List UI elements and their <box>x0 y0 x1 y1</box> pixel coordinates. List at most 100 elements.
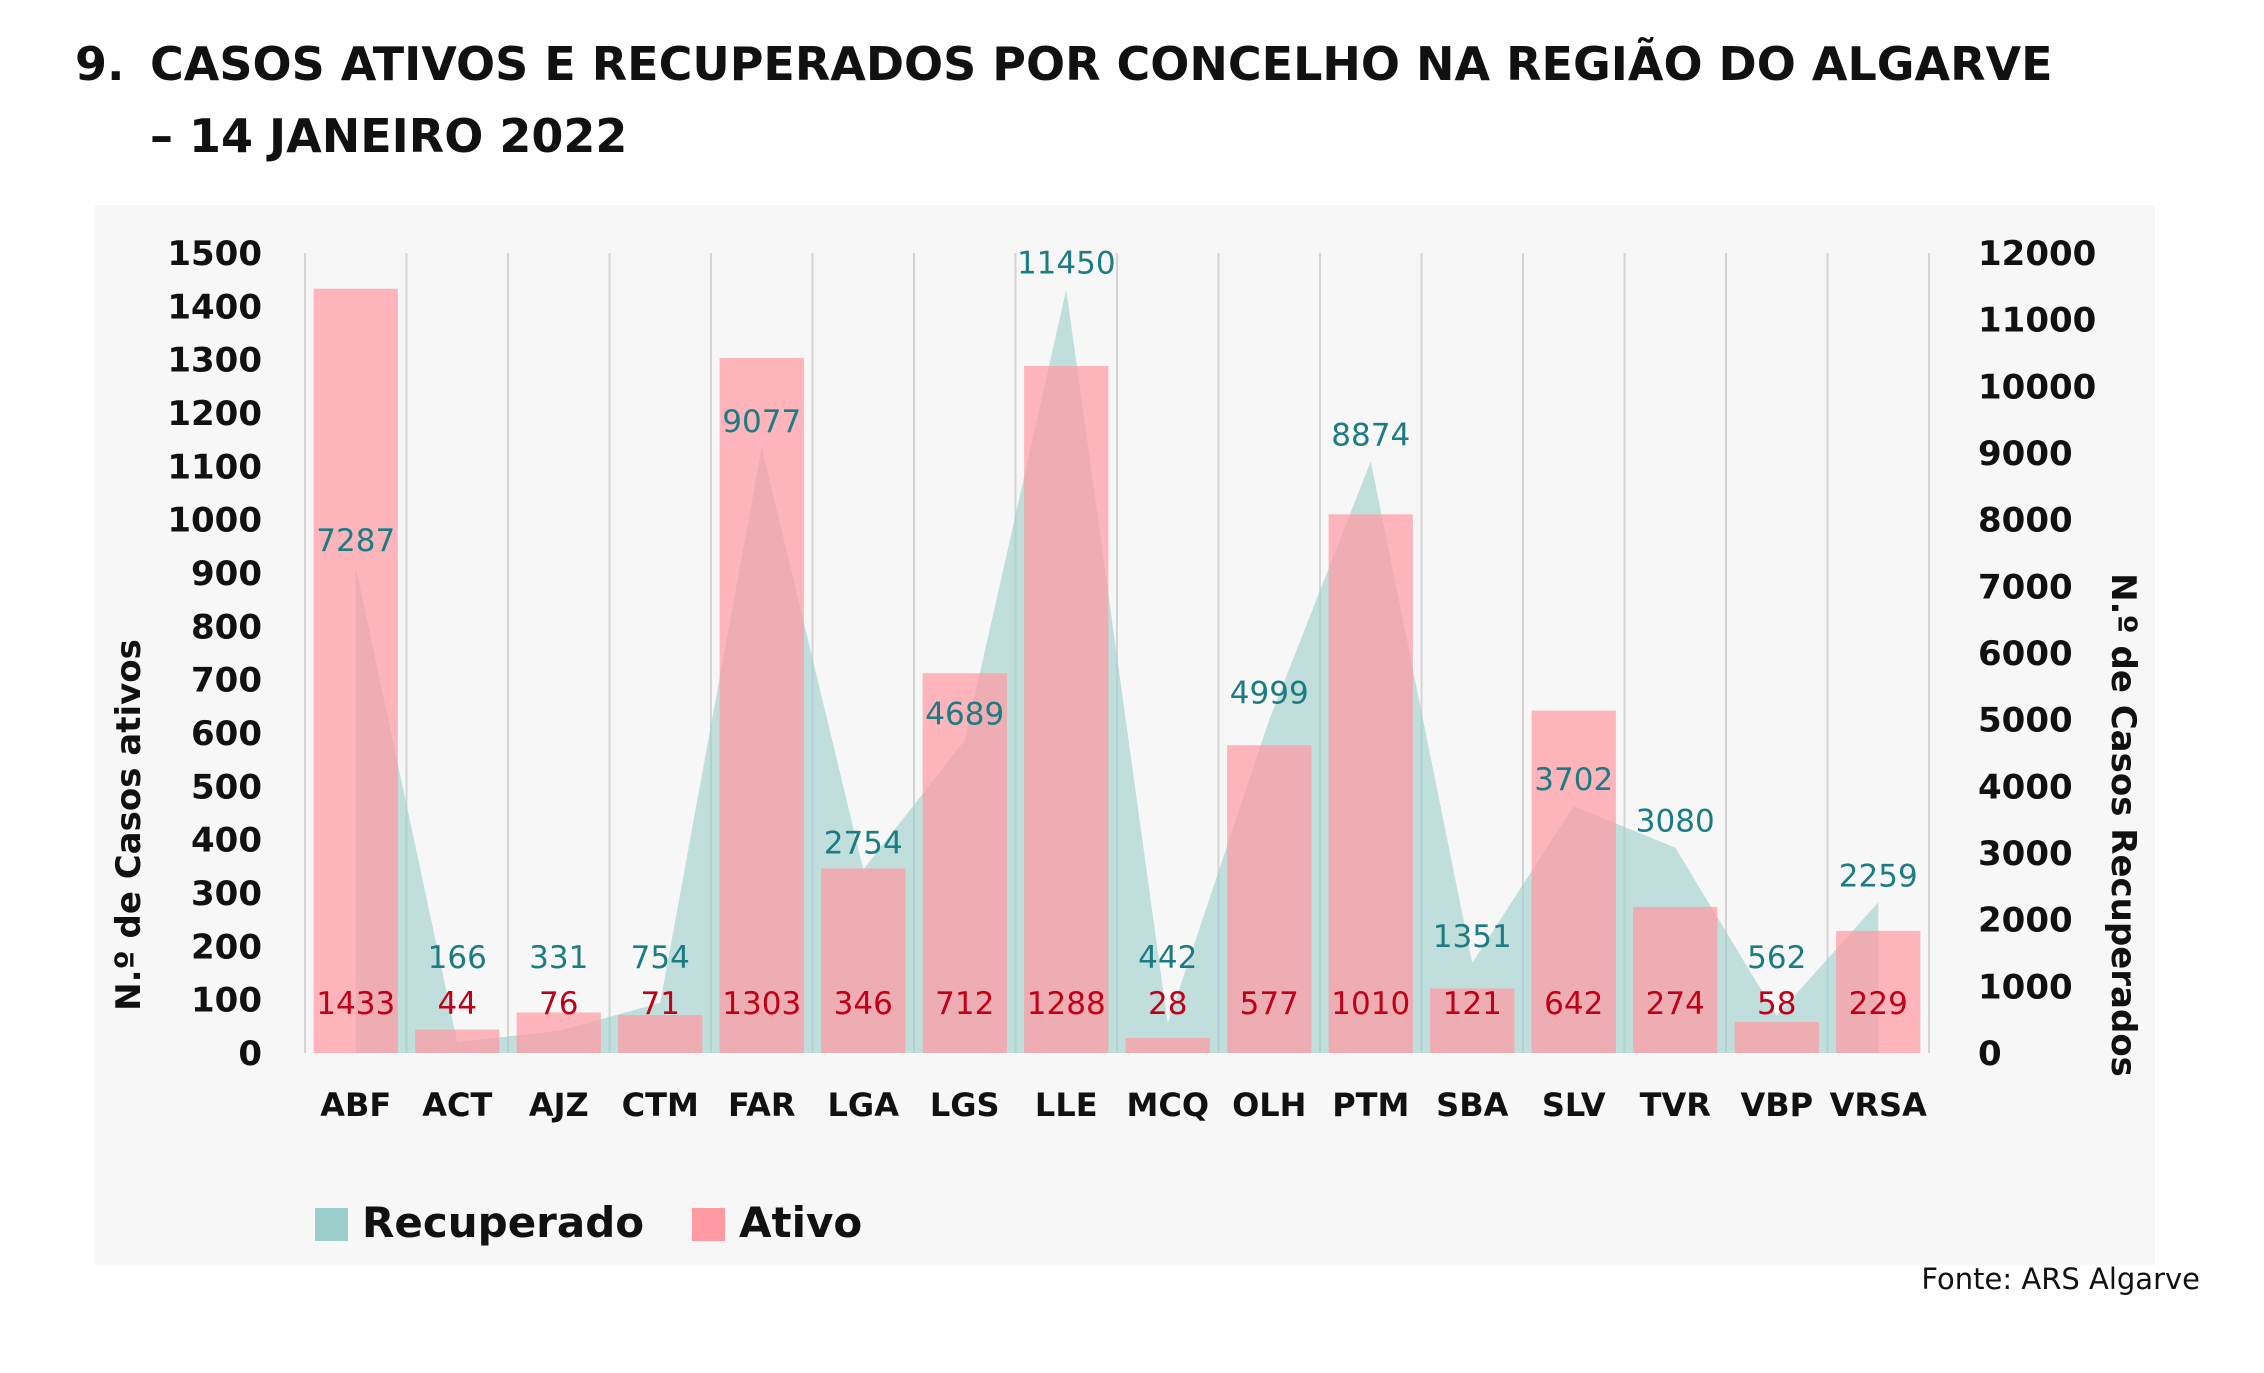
legend-swatch-recuperado <box>315 1208 348 1241</box>
source-note: Fonte: ARS Algarve <box>1921 1262 2200 1296</box>
bar-ativo-tvr <box>1633 906 1718 1053</box>
x-tick: MCQ <box>1126 1086 1209 1124</box>
y-tick-right: 12000 <box>1978 234 2096 274</box>
data-label-ativo: 121 <box>1443 986 1502 1022</box>
bar-ativo-mcq <box>1125 1038 1210 1053</box>
data-label-recuperado: 442 <box>1138 940 1197 976</box>
y-tick-right: 5000 <box>1978 701 2073 741</box>
y-tick-right: 10000 <box>1978 367 2096 407</box>
data-label-ativo: 76 <box>539 986 578 1022</box>
data-label-recuperado: 8874 <box>1331 417 1410 453</box>
y-tick-left: 1100 <box>167 447 262 487</box>
x-tick: PTM <box>1332 1086 1409 1124</box>
bar-ativo-sba <box>1430 988 1515 1053</box>
x-tick: AJZ <box>529 1086 589 1124</box>
data-label-recuperado: 11450 <box>1017 246 1116 282</box>
bar-ativo-ajz <box>516 1012 601 1053</box>
title-line-1: 9. CASOS ATIVOS E RECUPERADOS POR CONCELH… <box>75 28 2225 100</box>
y-tick-left: 500 <box>191 767 262 807</box>
bar-ativo-lle <box>1024 366 1109 1054</box>
data-label-ativo: 58 <box>1757 986 1796 1022</box>
y-tick-left: 300 <box>191 874 262 914</box>
data-label-recuperado: 1351 <box>1433 919 1512 955</box>
data-label-recuperado: 9077 <box>722 404 801 440</box>
active-bars <box>313 288 1921 1054</box>
y-tick-left: 200 <box>191 927 262 967</box>
y-tick-left: 0 <box>238 1034 262 1074</box>
data-label-recuperado: 7287 <box>316 523 395 559</box>
y-tick-left: 100 <box>191 981 262 1021</box>
data-label-recuperado: 4689 <box>925 696 1004 732</box>
x-tick: VRSA <box>1830 1086 1927 1124</box>
y-tick-right: 4000 <box>1978 767 2073 807</box>
data-label-ativo: 1288 <box>1027 986 1106 1022</box>
legend: Recuperado Ativo <box>315 1198 862 1247</box>
data-label-recuperado: 2754 <box>824 825 903 861</box>
data-label-ativo: 1303 <box>722 986 801 1022</box>
bar-ativo-abf <box>313 288 398 1053</box>
data-label-ativo: 346 <box>834 986 893 1022</box>
data-label-ativo: 229 <box>1849 986 1908 1022</box>
data-label-recuperado: 331 <box>529 940 588 976</box>
x-tick: OLH <box>1232 1086 1306 1124</box>
y-tick-left: 1300 <box>167 341 262 381</box>
page-title: 9. CASOS ATIVOS E RECUPERADOS POR CONCELH… <box>75 28 2225 172</box>
x-tick: FAR <box>728 1086 796 1124</box>
bar-ativo-act <box>415 1029 500 1053</box>
x-tick: ABF <box>320 1086 391 1124</box>
bar-ativo-slv <box>1531 710 1616 1053</box>
data-label-recuperado: 4999 <box>1230 676 1309 712</box>
data-label-ativo: 1010 <box>1331 986 1410 1022</box>
data-label-ativo: 642 <box>1544 986 1603 1022</box>
bar-ativo-vrsa <box>1836 930 1921 1053</box>
x-tick: VBP <box>1740 1086 1813 1124</box>
y-tick-right: 7000 <box>1978 567 2073 607</box>
data-label-ativo: 44 <box>438 986 477 1022</box>
title-line-2: – 14 JANEIRO 2022 <box>150 109 628 163</box>
y-tick-right: 1000 <box>1978 967 2073 1007</box>
y-axis-left-label: N.º de Casos ativos <box>109 639 149 1011</box>
y-tick-right: 3000 <box>1978 834 2073 874</box>
title-number: 9. <box>75 37 125 91</box>
title-text: CASOS ATIVOS E RECUPERADOS POR CONCELHO … <box>150 37 2053 91</box>
data-label-recuperado: 2259 <box>1839 858 1918 894</box>
data-labels: 1433 44 76 71 1303 346 712 1288 28 577 1010 121 642 2… <box>316 246 1917 1022</box>
x-tick: SLV <box>1542 1086 1606 1124</box>
y-tick-right: 6000 <box>1978 634 2073 674</box>
y-tick-left: 1400 <box>167 287 262 327</box>
bar-ativo-lga <box>821 868 906 1053</box>
bar-ativo-far <box>719 358 804 1054</box>
data-label-ativo: 1433 <box>316 986 395 1022</box>
x-tick: TVR <box>1640 1086 1711 1124</box>
data-label-ativo: 71 <box>641 986 680 1022</box>
x-tick: LGA <box>828 1086 900 1124</box>
y-tick-right: 2000 <box>1978 901 2073 941</box>
y-tick-left: 900 <box>191 554 262 594</box>
bar-ativo-lgs <box>922 673 1007 1053</box>
y-tick-left: 700 <box>191 661 262 701</box>
legend-label-recuperado: Recuperado <box>362 1198 644 1247</box>
y-tick-right: 11000 <box>1978 301 2096 341</box>
data-label-recuperado: 754 <box>631 940 690 976</box>
bar-ativo-ptm <box>1328 514 1413 1053</box>
bar-ativo-olh <box>1227 745 1312 1053</box>
y-tick-right: 9000 <box>1978 434 2073 474</box>
y-tick-left: 800 <box>191 607 262 647</box>
y-tick-left: 1500 <box>167 234 262 274</box>
x-tick: LLE <box>1035 1086 1098 1124</box>
x-tick: LGS <box>930 1086 1000 1124</box>
data-label-recuperado: 166 <box>428 940 487 976</box>
data-label-ativo: 28 <box>1148 986 1187 1022</box>
data-label-recuperado: 3702 <box>1534 762 1613 798</box>
x-tick: SBA <box>1436 1086 1508 1124</box>
legend-label-ativo: Ativo <box>739 1198 862 1247</box>
data-label-ativo: 274 <box>1646 986 1705 1022</box>
y-axis-right-label: N.º de Casos Recuperados <box>2103 573 2143 1077</box>
data-label-ativo: 712 <box>935 986 994 1022</box>
data-label-ativo: 577 <box>1240 986 1299 1022</box>
data-label-recuperado: 562 <box>1747 940 1806 976</box>
bar-ativo-vbp <box>1734 1022 1819 1053</box>
bar-ativo-ctm <box>618 1015 703 1053</box>
legend-swatch-ativo <box>692 1208 725 1241</box>
